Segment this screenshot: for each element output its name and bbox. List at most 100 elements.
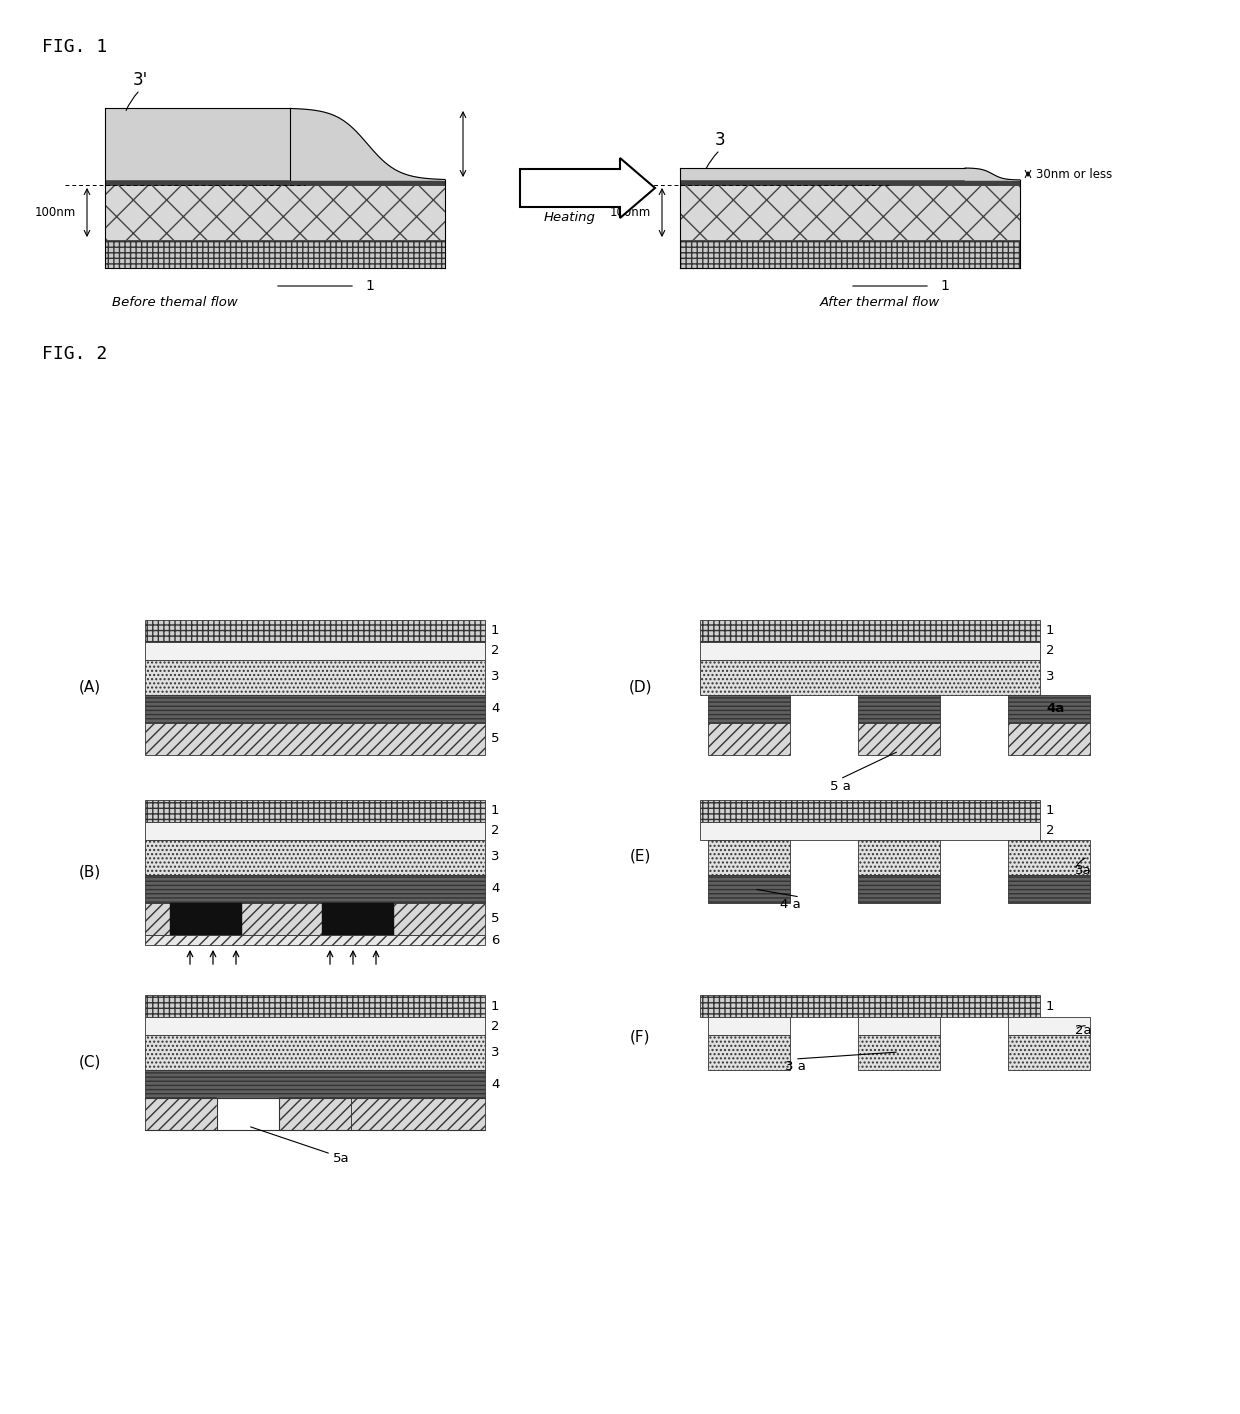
Bar: [351, 1099, 485, 1130]
Text: 2a: 2a: [1075, 1024, 1091, 1036]
Bar: [105, 185, 445, 240]
Bar: [708, 875, 790, 904]
Text: Heating: Heating: [544, 212, 596, 225]
FancyArrow shape: [520, 158, 655, 218]
Text: 1: 1: [1047, 1000, 1054, 1012]
Bar: [322, 904, 394, 935]
Bar: [1008, 840, 1090, 875]
Text: 3 a: 3 a: [785, 1060, 806, 1073]
Polygon shape: [290, 109, 445, 180]
Text: 100nm: 100nm: [35, 205, 76, 219]
Text: 4a: 4a: [1047, 703, 1064, 715]
Bar: [858, 875, 940, 904]
Bar: [145, 995, 485, 1017]
Text: 5: 5: [491, 912, 500, 926]
Bar: [708, 840, 790, 875]
Text: 1: 1: [1047, 625, 1054, 638]
Bar: [701, 619, 1040, 642]
Text: 3: 3: [491, 670, 500, 683]
Text: 3: 3: [714, 132, 725, 148]
Bar: [145, 1035, 485, 1070]
Text: 3a: 3a: [1075, 864, 1091, 877]
Bar: [105, 180, 445, 185]
Bar: [1008, 1035, 1090, 1070]
Text: 100nm: 100nm: [610, 205, 651, 219]
Text: (D): (D): [629, 680, 652, 694]
Bar: [858, 696, 940, 723]
Bar: [170, 904, 242, 935]
Bar: [145, 723, 485, 755]
Bar: [680, 168, 965, 180]
Text: FIG. 1: FIG. 1: [42, 38, 107, 57]
Bar: [105, 240, 445, 269]
Bar: [708, 696, 790, 723]
Text: 3: 3: [491, 850, 500, 864]
Bar: [145, 1099, 217, 1130]
Bar: [701, 995, 1040, 1017]
Bar: [701, 642, 1040, 660]
Bar: [145, 800, 485, 822]
Bar: [145, 619, 485, 642]
Bar: [145, 1070, 485, 1099]
Text: 3: 3: [491, 1045, 500, 1059]
Bar: [1008, 723, 1090, 755]
Bar: [1008, 1017, 1090, 1035]
Text: Before themal flow: Before themal flow: [112, 297, 238, 310]
Text: 5 a: 5 a: [830, 781, 851, 793]
Bar: [145, 840, 485, 875]
Text: 6: 6: [491, 933, 500, 946]
Text: 2: 2: [1047, 824, 1054, 837]
Bar: [145, 1017, 485, 1035]
Text: 3: 3: [1047, 670, 1054, 683]
Text: 4: 4: [491, 1077, 500, 1090]
Bar: [145, 822, 485, 840]
Polygon shape: [965, 168, 1021, 180]
Text: (A): (A): [79, 680, 102, 694]
Bar: [858, 723, 940, 755]
Text: (F): (F): [630, 1029, 650, 1045]
Bar: [680, 240, 1021, 269]
Bar: [145, 642, 485, 660]
Text: (B): (B): [79, 864, 102, 880]
Text: 5: 5: [491, 732, 500, 745]
Text: 1: 1: [940, 279, 949, 293]
Text: 1: 1: [1047, 805, 1054, 817]
Text: (E): (E): [630, 848, 651, 864]
Bar: [145, 875, 485, 904]
Bar: [708, 1035, 790, 1070]
Bar: [858, 840, 940, 875]
Bar: [145, 904, 485, 935]
Text: 4: 4: [491, 882, 500, 895]
Text: 4: 4: [491, 703, 500, 715]
Text: 2: 2: [491, 645, 500, 658]
Bar: [701, 800, 1040, 822]
Bar: [708, 723, 790, 755]
Bar: [145, 935, 485, 945]
Bar: [217, 1099, 279, 1130]
Bar: [145, 660, 485, 696]
Text: (C): (C): [79, 1055, 102, 1069]
Text: 4 a: 4 a: [780, 898, 800, 912]
Bar: [680, 180, 1021, 185]
Bar: [858, 1017, 940, 1035]
Text: 1: 1: [491, 625, 500, 638]
Text: 3': 3': [133, 71, 148, 89]
Text: FIG. 2: FIG. 2: [42, 345, 107, 363]
Text: 1: 1: [491, 805, 500, 817]
Bar: [105, 107, 290, 180]
Bar: [858, 1035, 940, 1070]
Text: 2: 2: [1047, 645, 1054, 658]
Text: 2: 2: [491, 1019, 500, 1032]
Bar: [1008, 875, 1090, 904]
Bar: [701, 822, 1040, 840]
Bar: [279, 1099, 351, 1130]
Text: After thermal flow: After thermal flow: [820, 297, 940, 310]
Text: 1: 1: [365, 279, 374, 293]
Bar: [1008, 696, 1090, 723]
Bar: [701, 660, 1040, 696]
Text: 1: 1: [491, 1000, 500, 1012]
Text: 30nm or less: 30nm or less: [1035, 167, 1112, 181]
Bar: [708, 1017, 790, 1035]
Text: 5a: 5a: [334, 1151, 350, 1165]
Text: 2: 2: [491, 824, 500, 837]
